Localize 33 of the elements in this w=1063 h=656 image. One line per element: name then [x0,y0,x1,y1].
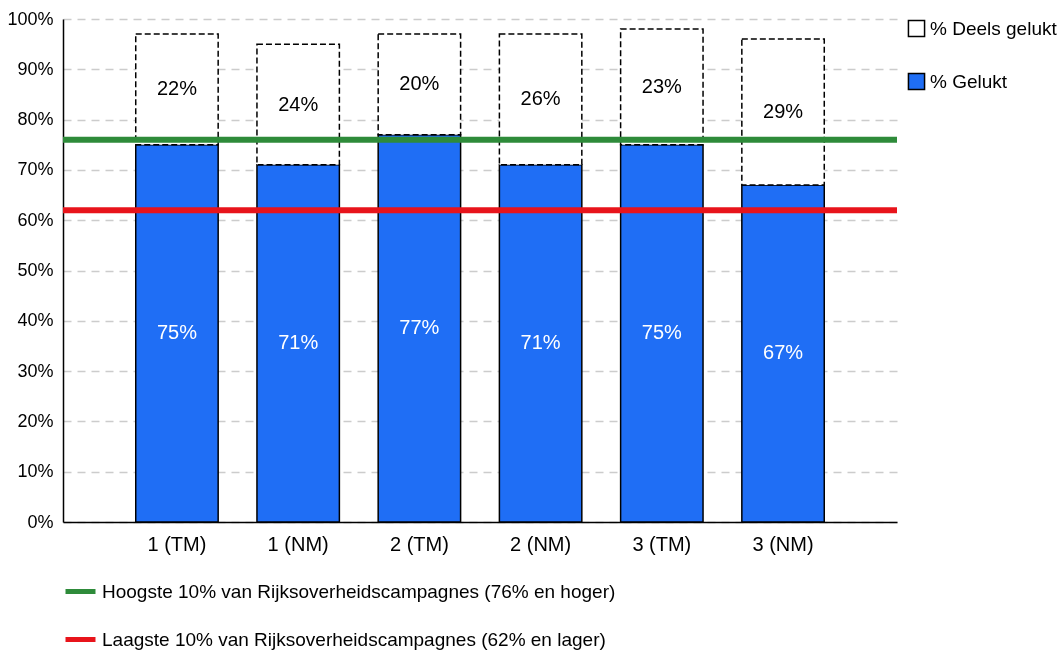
y-tick-label: 30% [17,360,54,381]
x-tick-label: 1 (NM) [267,532,329,555]
legend-label: Hoogste 10% van Rijksoverheidscampagnes (76% en hoger) [102,580,616,602]
y-tick-label: 50% [17,260,54,280]
legend-label: % Deels gelukt [930,17,1058,39]
y-tick-label: 20% [17,410,54,431]
data-label: 67% [763,341,804,364]
y-tick-label: 90% [17,58,54,79]
data-label: 24% [278,92,319,115]
data-label: 71% [520,331,561,354]
data-label: 29% [763,100,804,123]
y-tick-label: 80% [17,109,54,130]
y-tick-label: 0% [27,511,54,532]
x-tick-label: 2 (TM) [389,532,449,555]
data-label: 26% [520,87,561,110]
data-label: 23% [641,74,683,97]
data-label: 22% [156,77,198,100]
x-tick-label: 3 (TM) [632,532,692,555]
y-tick-label: 100% [7,8,54,29]
data-label: 75% [641,321,683,344]
x-tick-label: 3 (NM) [752,532,814,555]
x-tick-label: 1 (TM) [147,532,207,555]
data-label: 71% [278,331,319,354]
y-tick-label: 70% [17,159,54,180]
data-label: 75% [156,321,198,344]
y-tick-label: 10% [17,461,54,482]
x-tick-label: 2 (NM) [510,532,572,555]
legend-label: Laagste 10% van Rijksoverheidscampagnes (62% en lager) [102,628,606,650]
y-tick-label: 40% [17,310,54,331]
data-label: 20% [399,72,440,95]
y-tick-label: 60% [17,209,54,230]
data-label: 77% [399,316,440,339]
legend-label: % Gelukt [930,70,1008,92]
